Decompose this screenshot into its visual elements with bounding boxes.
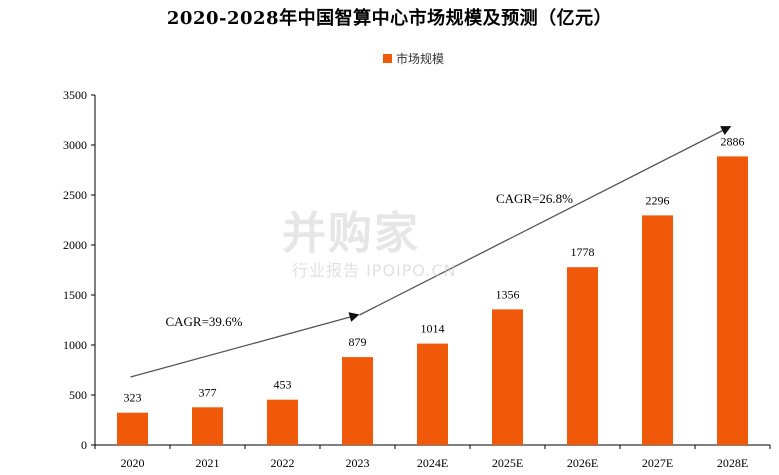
- data-label: 2886: [721, 134, 745, 148]
- x-tick-label: 2021: [196, 456, 220, 470]
- x-tick-label: 2028E: [717, 456, 748, 470]
- bar: [267, 399, 298, 445]
- watermark-sub: 行业报告 IPOIPO.CN: [292, 261, 457, 280]
- bar: [117, 412, 148, 445]
- y-tick-label: 1500: [63, 288, 87, 302]
- x-tick-label: 2023: [346, 456, 370, 470]
- y-tick-label: 500: [69, 388, 87, 402]
- chart-title: 2020-2028年中国智算中心市场规模及预测（亿元）: [166, 8, 613, 29]
- bar: [642, 215, 673, 445]
- bar: [567, 267, 598, 445]
- data-label: 2296: [646, 193, 670, 207]
- bar: [192, 407, 223, 445]
- data-label: 1778: [571, 245, 595, 259]
- bar: [342, 357, 373, 445]
- data-label: 323: [124, 391, 142, 405]
- y-tick-label: 0: [81, 438, 87, 452]
- legend: 市场规模: [383, 50, 444, 67]
- y-tick-label: 3500: [63, 88, 87, 102]
- cagr-label: CAGR=39.6%: [165, 314, 242, 329]
- x-tick-label: 2024E: [417, 456, 448, 470]
- x-tick-label: 2022: [271, 456, 295, 470]
- x-tick-label: 2027E: [642, 456, 673, 470]
- data-label: 453: [274, 378, 292, 392]
- data-label: 1014: [421, 322, 445, 336]
- x-tick-label: 2020: [121, 456, 145, 470]
- cagr-arrow: [359, 126, 732, 316]
- bar: [417, 343, 448, 445]
- bar: [717, 156, 748, 445]
- y-tick-label: 3000: [63, 138, 87, 152]
- cagr-arrow: [130, 312, 360, 378]
- legend-swatch: [383, 54, 392, 63]
- data-label: 1356: [496, 287, 520, 301]
- data-label: 377: [199, 385, 217, 399]
- y-tick-label: 2000: [63, 238, 87, 252]
- cagr-label: CAGR=26.8%: [496, 191, 573, 206]
- x-tick-label: 2025E: [492, 456, 523, 470]
- bar: [492, 309, 523, 445]
- watermark-main: 并购家: [282, 208, 420, 259]
- y-tick-label: 2500: [63, 188, 87, 202]
- x-tick-label: 2026E: [567, 456, 598, 470]
- legend-label: 市场规模: [396, 52, 445, 66]
- y-tick-label: 1000: [63, 338, 87, 352]
- data-label: 879: [349, 335, 367, 349]
